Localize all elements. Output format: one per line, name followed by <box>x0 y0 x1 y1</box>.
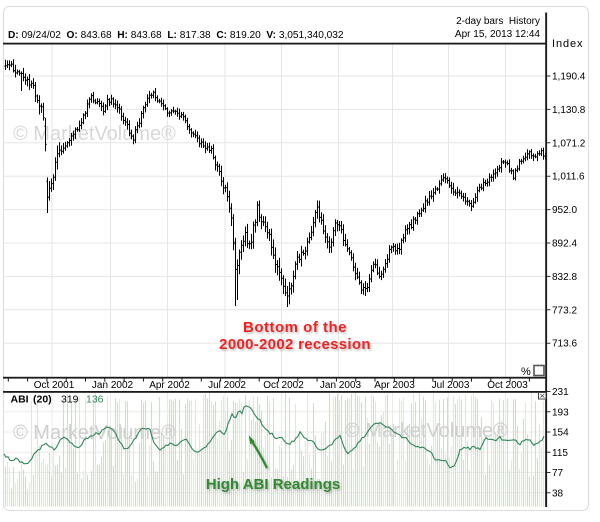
svg-text:Apr 2003: Apr 2003 <box>374 380 415 391</box>
svg-text:Index: Index <box>552 38 583 50</box>
svg-text:Bottom of the: Bottom of the <box>243 319 347 336</box>
svg-text:Jan 2002: Jan 2002 <box>92 380 134 391</box>
svg-text:952.0: 952.0 <box>552 205 577 216</box>
svg-text:832.8: 832.8 <box>552 272 577 283</box>
svg-text:Jan 2003: Jan 2003 <box>320 380 362 391</box>
svg-text:ABI: ABI <box>11 394 29 406</box>
svg-text:(20): (20) <box>33 394 52 406</box>
svg-text:High ABI Readings: High ABI Readings <box>206 476 340 493</box>
svg-text:1,130.8: 1,130.8 <box>552 105 586 116</box>
svg-text:© MarketVolume®: © MarketVolume® <box>13 422 176 444</box>
svg-text:77: 77 <box>552 468 564 479</box>
svg-text:1,011.6: 1,011.6 <box>552 172 585 183</box>
svg-text:773.2: 773.2 <box>552 305 577 316</box>
svg-text:2-day bars History: 2-day bars History <box>456 16 540 27</box>
svg-text:193: 193 <box>552 407 569 418</box>
svg-text:Apr 15, 2013 12:44: Apr 15, 2013 12:44 <box>455 29 541 40</box>
svg-text:1,071.2: 1,071.2 <box>552 138 586 149</box>
svg-text:Oct 2002: Oct 2002 <box>263 380 304 391</box>
svg-text:© MarketVolume®: © MarketVolume® <box>345 420 508 442</box>
svg-text:Oct 2003: Oct 2003 <box>487 380 528 391</box>
svg-text:Jul 2003: Jul 2003 <box>432 380 470 391</box>
svg-text:D: 09/24/02 O: 843.68 H: 843: D: 09/24/02 O: 843.68 H: 843.68 L: 817.3… <box>8 30 344 41</box>
svg-text:713.6: 713.6 <box>552 339 577 350</box>
svg-text:© MarketVolume®: © MarketVolume® <box>13 123 176 145</box>
svg-text:38: 38 <box>552 488 564 499</box>
svg-text:892.4: 892.4 <box>552 239 577 250</box>
svg-text:Oct 2001: Oct 2001 <box>34 380 75 391</box>
svg-text:Apr 2002: Apr 2002 <box>149 380 190 391</box>
svg-text:%: % <box>521 366 531 378</box>
svg-text:Jul 2002: Jul 2002 <box>208 380 246 391</box>
svg-text:154: 154 <box>552 428 569 439</box>
svg-text:1,190.4: 1,190.4 <box>552 72 586 83</box>
svg-text:2000-2002 recession: 2000-2002 recession <box>219 336 371 353</box>
svg-text:319: 319 <box>61 394 79 406</box>
svg-text:136: 136 <box>86 394 104 406</box>
svg-text:115: 115 <box>552 448 568 459</box>
svg-text:231: 231 <box>552 387 569 398</box>
